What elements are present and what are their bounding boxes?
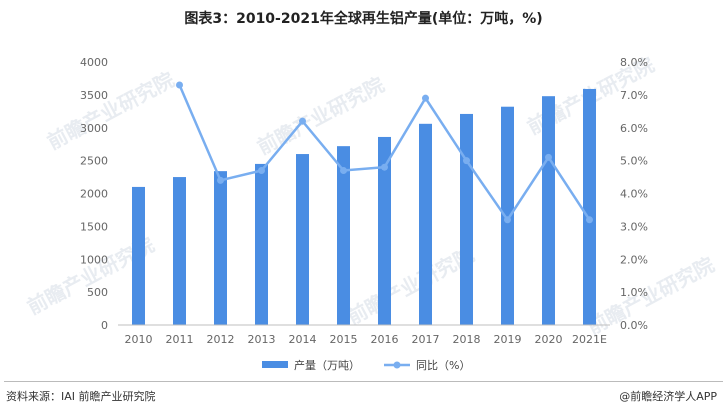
y-right-tick-label: 6.0% (620, 122, 648, 135)
bar-2020 (542, 96, 555, 325)
chart-title: 图表3：2010-2021年全球再生铝产量(单位：万吨，%) (184, 11, 543, 27)
growth-point-2019 (504, 216, 511, 224)
y-left-tick-label: 2000 (80, 188, 108, 201)
footer-divider (4, 381, 723, 382)
y-left-tick-label: 4000 (80, 56, 108, 69)
footer-source: 资料来源：IAI 前瞻产业研究院 (6, 390, 156, 403)
x-tick-label: 2016 (371, 333, 399, 346)
y-right-tick-label: 8.0% (620, 56, 648, 69)
x-tick-label: 2021E (572, 333, 607, 346)
y-left-tick-label: 1000 (80, 253, 108, 266)
growth-point-2018 (463, 157, 470, 165)
y-left-tick-label: 3000 (80, 122, 108, 135)
bar-2010 (132, 186, 145, 325)
y-right-tick-label: 3.0% (620, 220, 648, 233)
x-tick-label: 2013 (248, 333, 276, 346)
growth-point-2021E (586, 216, 593, 224)
x-tick-label: 2011 (166, 333, 194, 346)
bar-2011 (173, 177, 186, 325)
x-tick-label: 2014 (289, 333, 317, 346)
chart-canvas: 0 500 1000 1500 2000 2500 3000 3500 4000 0.0% 1.0… (80, 56, 648, 372)
growth-point-2020 (545, 153, 552, 161)
y-left-tick-label: 1500 (80, 220, 108, 233)
bar-2018 (460, 113, 473, 325)
growth-point-2013 (258, 166, 265, 174)
legend-line-label: 同比（%） (416, 359, 470, 372)
y-left-tick-label: 500 (87, 286, 108, 299)
y-right-tick-label: 5.0% (620, 155, 648, 168)
bar-2019 (501, 106, 514, 326)
growth-point-2014 (299, 117, 306, 125)
x-tick-label: 2019 (494, 333, 522, 346)
x-tick-label: 2018 (453, 333, 481, 346)
x-tick-label: 2012 (207, 333, 235, 346)
y-left-tick-label: 3500 (80, 89, 108, 102)
bar-2013 (255, 163, 268, 325)
growth-point-2012 (217, 176, 224, 184)
growth-point-2016 (381, 163, 388, 171)
bar-2016 (378, 136, 391, 325)
y-left-tick-label: 2500 (80, 155, 108, 168)
legend-line-dot (393, 361, 401, 369)
y-left-tick-label: 0 (101, 319, 108, 332)
footer-brand: @前瞻经济学人APP (619, 390, 717, 403)
legend: 产量（万吨） 同比（%） (262, 358, 470, 372)
x-tick-label: 2010 (125, 333, 153, 346)
x-tick-label: 2017 (412, 333, 440, 346)
y-right-tick-label: 4.0% (620, 188, 648, 201)
growth-point-2011 (176, 81, 183, 89)
bar-2021E (583, 88, 596, 326)
legend-bar-label: 产量（万吨） (294, 358, 360, 372)
bar-2017 (419, 123, 432, 326)
growth-point-2015 (340, 166, 347, 174)
bar-2015 (337, 146, 350, 325)
growth-point-2017 (422, 94, 429, 102)
y-right-tick-label: 2.0% (620, 253, 648, 266)
bar-2014 (296, 154, 309, 325)
y-right-tick-label: 7.0% (620, 89, 648, 102)
y-right-tick-label: 0.0% (620, 319, 648, 332)
x-tick-label: 2020 (535, 333, 563, 346)
bar-2012 (214, 171, 227, 325)
y-right-tick-label: 1.0% (620, 286, 648, 299)
legend-bar-swatch (262, 361, 288, 368)
x-tick-label: 2015 (330, 333, 358, 346)
